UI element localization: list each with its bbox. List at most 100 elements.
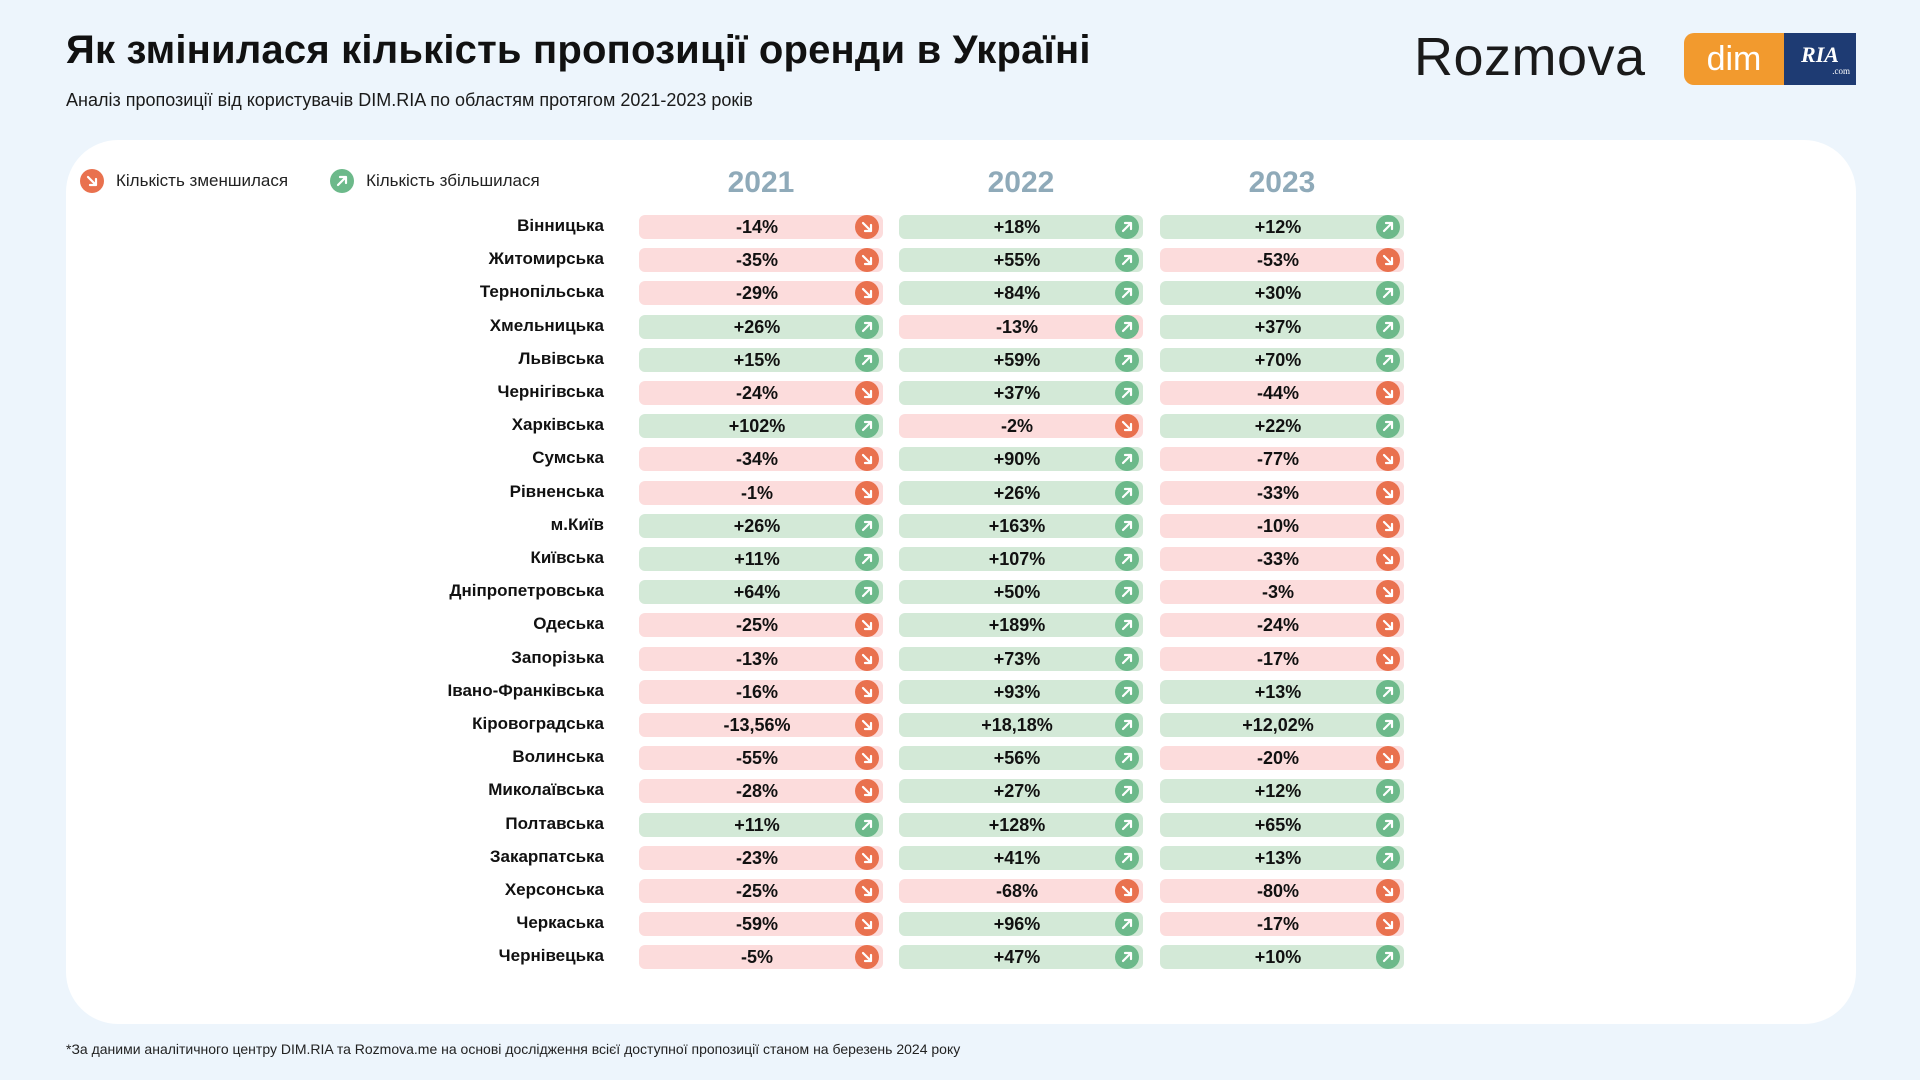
- value-label: +13%: [1254, 682, 1302, 702]
- value-cell: +64%: [639, 580, 883, 604]
- value-label: -53%: [1256, 250, 1300, 270]
- value-label: +73%: [993, 649, 1041, 669]
- value-label: +12,02%: [1242, 715, 1314, 735]
- arrow-down-right-icon: [855, 713, 879, 737]
- rozmova-logo: Rozmova: [1414, 27, 1646, 87]
- value-cell: -68%: [899, 879, 1143, 903]
- arrow-up-right-icon: [1376, 813, 1400, 837]
- value-cell: +59%: [899, 348, 1143, 372]
- value-cell: -17%: [1160, 912, 1404, 936]
- region-label: Кіровоградська: [472, 714, 604, 733]
- value-label: +37%: [1254, 317, 1302, 337]
- value-label: -13%: [995, 317, 1039, 337]
- arrow-up-right-icon: [1115, 846, 1139, 870]
- dim-logo-text: dim: [1684, 33, 1784, 85]
- value-label: +26%: [733, 317, 781, 337]
- value-cell: -33%: [1160, 547, 1404, 571]
- arrow-down-right-icon: [1376, 647, 1400, 671]
- value-label: +90%: [993, 449, 1041, 469]
- value-label: +59%: [993, 350, 1041, 370]
- year-header-2023: 2023: [1248, 166, 1316, 199]
- value-label: +128%: [988, 815, 1046, 835]
- arrow-down-right-icon: [855, 381, 879, 405]
- value-cell: +18%: [899, 215, 1143, 239]
- arrow-up-right-icon: [1115, 746, 1139, 770]
- legend: Кількість зменшилася Кількість збільшила…: [80, 169, 582, 193]
- arrow-down-right-icon: [1376, 514, 1400, 538]
- value-label: -5%: [740, 947, 773, 967]
- region-label: Сумська: [532, 448, 604, 467]
- value-label: -17%: [1256, 649, 1300, 669]
- value-cell: +189%: [899, 613, 1143, 637]
- year-header-2021: 2021: [727, 166, 795, 199]
- legend-item-decreased: Кількість зменшилася: [80, 169, 288, 193]
- value-label: +18,18%: [981, 715, 1053, 735]
- value-cell: +10%: [1160, 945, 1404, 969]
- value-label: -13%: [735, 649, 779, 669]
- arrow-up-right-icon: [1376, 281, 1400, 305]
- arrow-down-right-icon: [1115, 879, 1139, 903]
- value-label: -3%: [1261, 582, 1294, 602]
- value-cell: -33%: [1160, 481, 1404, 505]
- value-cell: -14%: [639, 215, 883, 239]
- value-cell: +107%: [899, 547, 1143, 571]
- value-cell: -1%: [639, 481, 883, 505]
- arrow-up-right-icon: [1115, 514, 1139, 538]
- value-cell: -59%: [639, 912, 883, 936]
- value-label: +93%: [993, 682, 1041, 702]
- value-label: -33%: [1256, 483, 1300, 503]
- arrow-down-right-icon: [1376, 248, 1400, 272]
- value-label: +10%: [1254, 947, 1302, 967]
- value-label: +11%: [734, 549, 780, 569]
- value-cell: +13%: [1160, 846, 1404, 870]
- arrow-up-right-icon: [1115, 315, 1139, 339]
- value-label: -77%: [1256, 449, 1300, 469]
- dim-ria-logo: dim RIA .com: [1684, 33, 1856, 85]
- value-cell: +37%: [1160, 315, 1404, 339]
- value-cell: +102%: [639, 414, 883, 438]
- arrow-down-right-icon: [855, 215, 879, 239]
- value-label: -55%: [735, 748, 779, 768]
- value-label: +56%: [993, 748, 1041, 768]
- value-cell: -44%: [1160, 381, 1404, 405]
- value-cell: -2%: [899, 414, 1143, 438]
- region-label: Черкаська: [516, 913, 604, 932]
- value-label: +27%: [993, 781, 1041, 801]
- value-cell: +27%: [899, 779, 1143, 803]
- arrow-down-right-icon: [1376, 912, 1400, 936]
- ria-logo-block: RIA .com: [1784, 33, 1856, 85]
- arrow-down-right-icon: [855, 945, 879, 969]
- arrow-down-right-icon: [855, 680, 879, 704]
- value-cell: +11%: [639, 813, 883, 837]
- arrow-up-right-icon: [855, 414, 879, 438]
- arrow-up-right-icon: [855, 547, 879, 571]
- value-cell: -24%: [1160, 613, 1404, 637]
- arrow-up-right-icon: [855, 813, 879, 837]
- ria-logo-suffix: .com: [1832, 66, 1850, 76]
- value-cell: +90%: [899, 447, 1143, 471]
- value-cell: +41%: [899, 846, 1143, 870]
- value-cell: +128%: [899, 813, 1143, 837]
- region-label: Львівська: [518, 349, 604, 368]
- value-cell: +73%: [899, 647, 1143, 671]
- region-label: Харківська: [511, 415, 604, 434]
- arrow-down-right-icon: [855, 613, 879, 637]
- value-cell: +30%: [1160, 281, 1404, 305]
- arrow-up-right-icon: [330, 169, 355, 193]
- value-label: -23%: [735, 848, 779, 868]
- year-header-2022: 2022: [987, 166, 1055, 199]
- value-cell: +22%: [1160, 414, 1404, 438]
- value-cell: +65%: [1160, 813, 1404, 837]
- arrow-down-right-icon: [855, 779, 879, 803]
- value-cell: -20%: [1160, 746, 1404, 770]
- value-label: +26%: [733, 516, 781, 536]
- arrow-down-right-icon: [1376, 481, 1400, 505]
- arrow-up-right-icon: [1376, 348, 1400, 372]
- arrow-up-right-icon: [1115, 713, 1139, 737]
- value-cell: +26%: [639, 514, 883, 538]
- value-label: +163%: [988, 516, 1046, 536]
- arrow-down-right-icon: [1376, 580, 1400, 604]
- region-label: Чернігівська: [497, 382, 604, 401]
- arrow-down-right-icon: [1376, 613, 1400, 637]
- value-label: +37%: [993, 383, 1041, 403]
